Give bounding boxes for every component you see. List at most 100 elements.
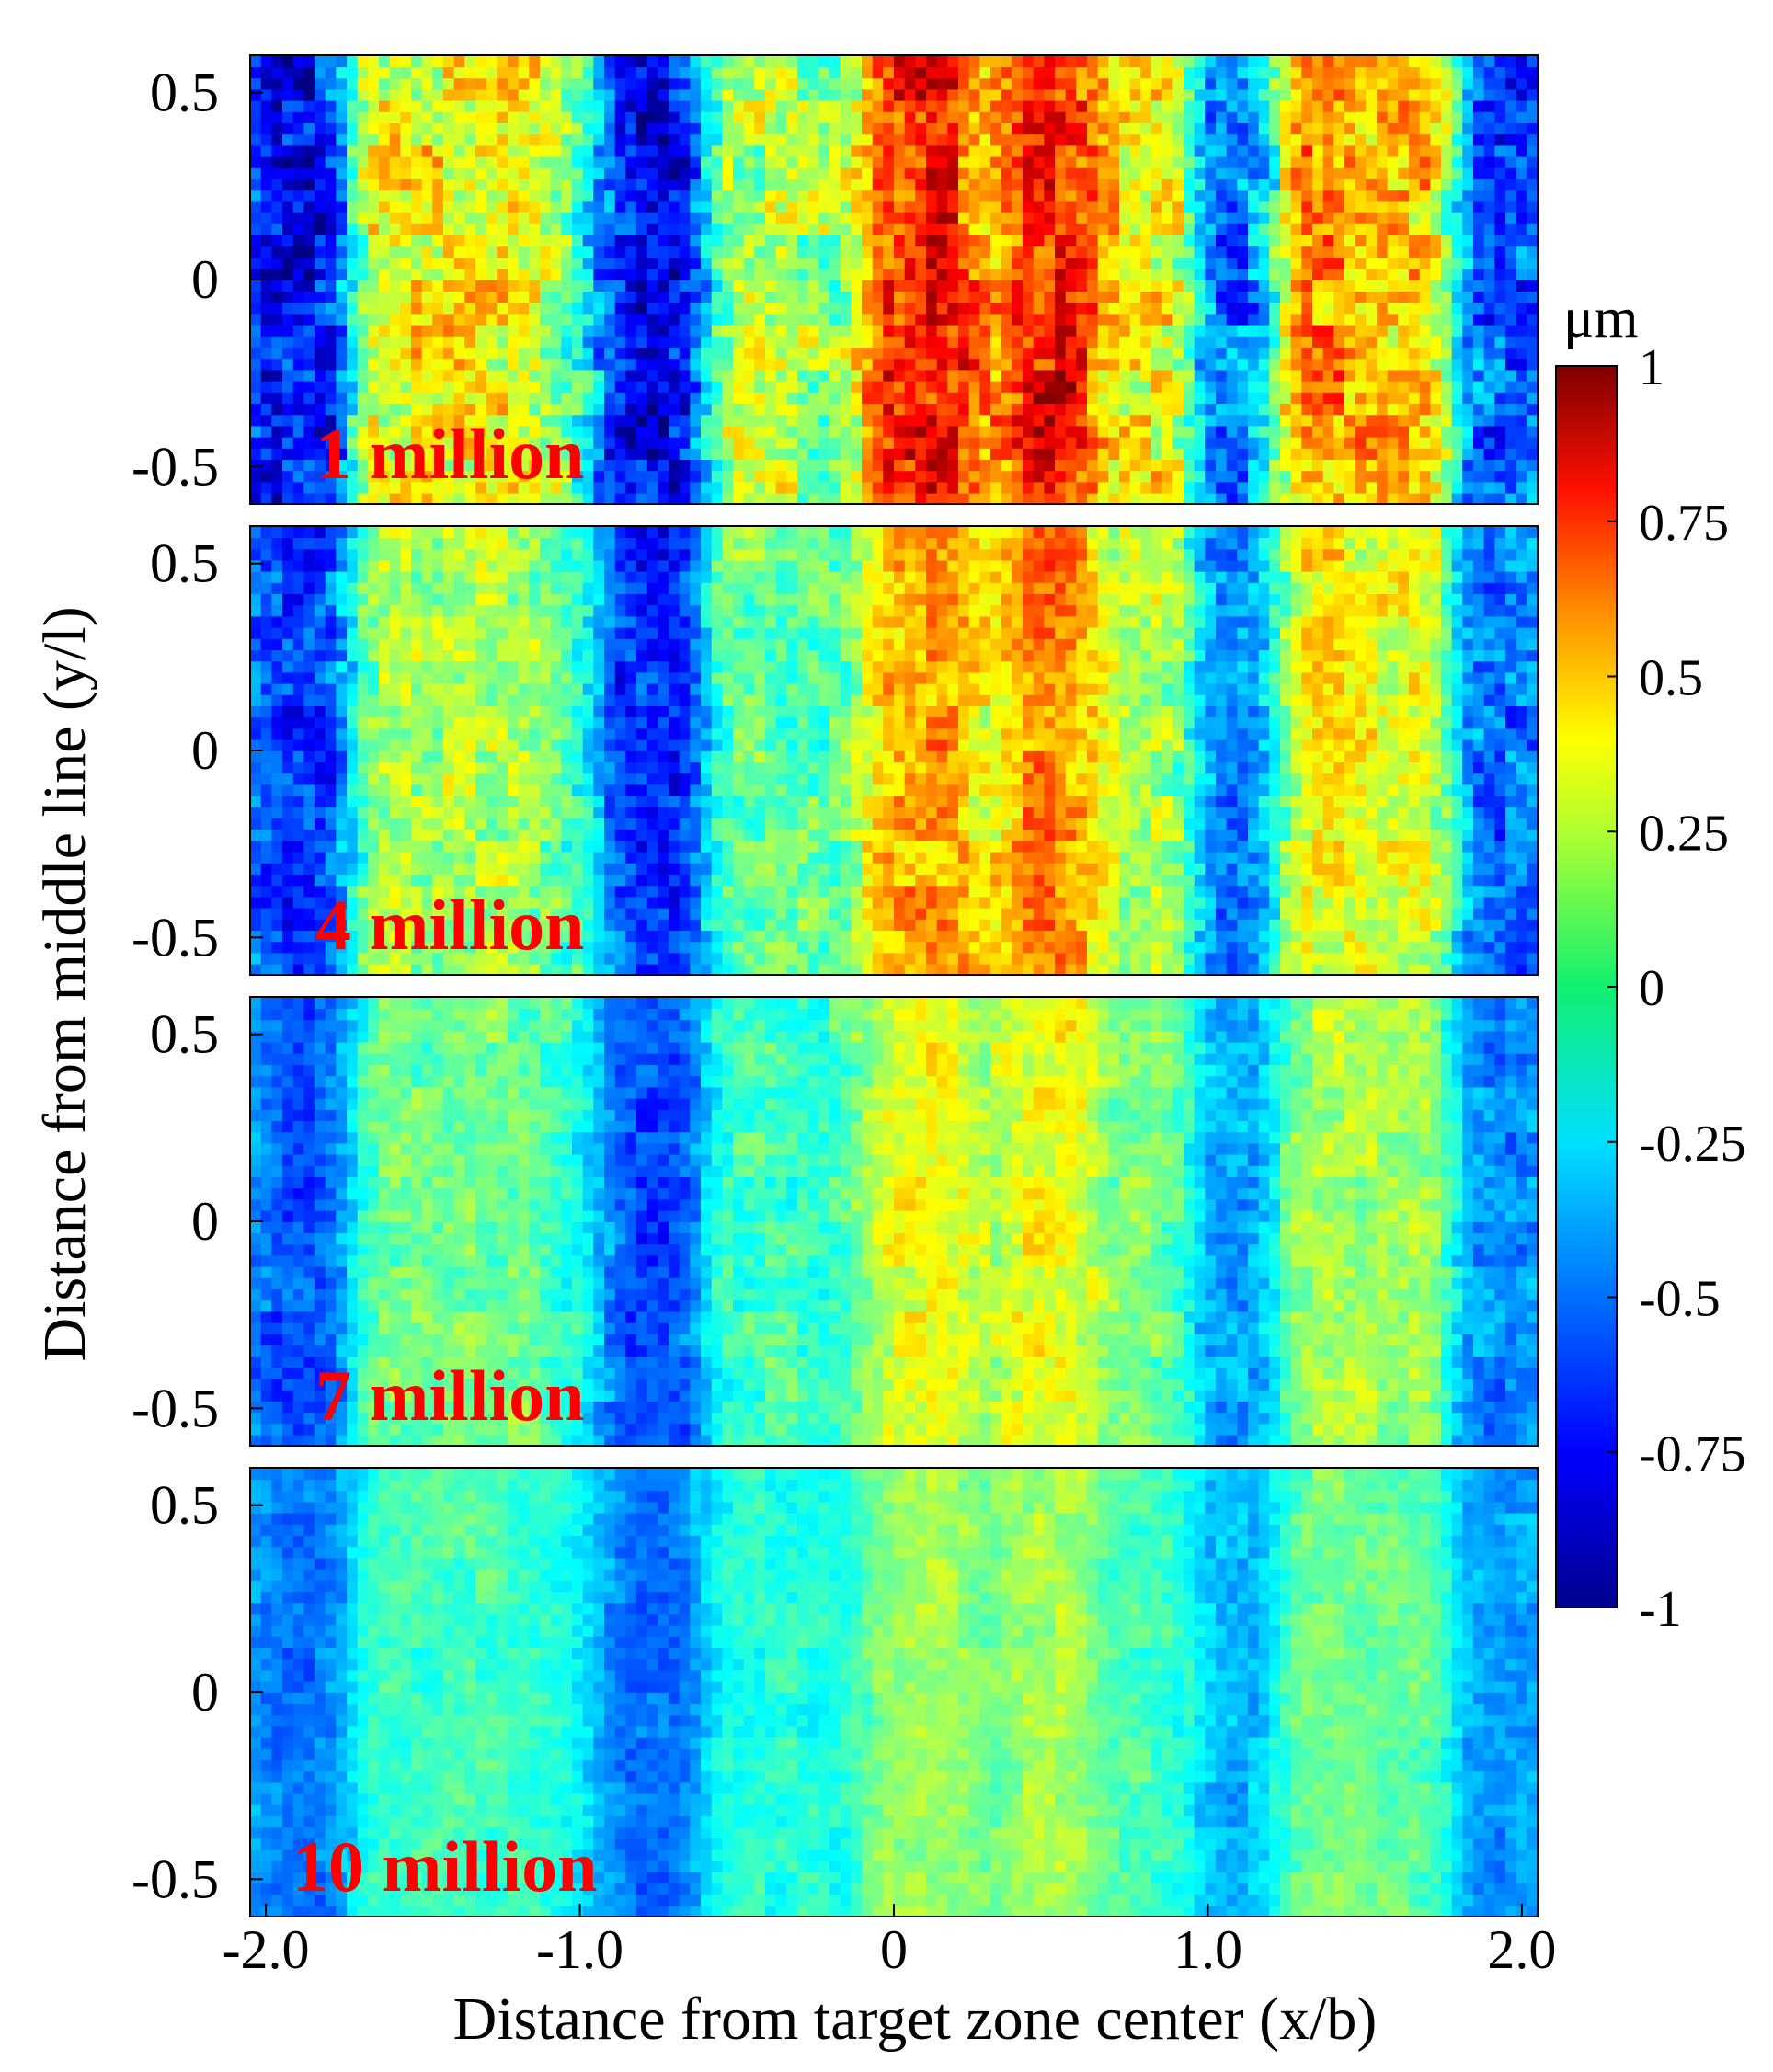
heatmap-cell — [1258, 200, 1271, 213]
heatmap-cell — [1151, 200, 1163, 213]
heatmap-cell — [336, 88, 348, 101]
heatmap-cell — [1462, 257, 1474, 269]
heatmap-cell — [915, 189, 927, 202]
heatmap-cell — [389, 448, 402, 460]
heatmap-cell — [271, 863, 283, 875]
heatmap-cell — [807, 167, 820, 179]
heatmap-cell — [915, 133, 927, 146]
heatmap-cell — [1248, 99, 1260, 112]
heatmap-cell — [625, 436, 637, 449]
heatmap-cell — [690, 313, 702, 326]
heatmap-cell — [1527, 155, 1538, 168]
heatmap-cell — [968, 200, 981, 213]
heatmap-cell — [379, 336, 391, 348]
heatmap-cell — [690, 414, 702, 427]
heatmap-cell — [968, 223, 981, 235]
heatmap-cell — [1516, 111, 1528, 123]
heatmap-cell — [1248, 425, 1260, 438]
heatmap-cell — [1473, 257, 1485, 269]
heatmap-cell — [711, 246, 724, 258]
heatmap-cell — [979, 358, 991, 371]
heatmap-cell — [540, 414, 552, 427]
heatmap-cell — [582, 369, 595, 382]
heatmap-cell — [1151, 492, 1163, 504]
heatmap-cell — [518, 178, 531, 191]
heatmap-cell — [658, 88, 669, 101]
heatmap-cell — [1172, 459, 1184, 472]
heatmap-cell — [336, 212, 348, 224]
heatmap-cell — [1087, 200, 1099, 213]
heatmap-cell — [1012, 200, 1024, 213]
heatmap-cell — [1527, 403, 1538, 416]
heatmap-cell — [818, 481, 830, 494]
heatmap-cell — [368, 358, 380, 371]
heatmap-cell — [250, 200, 262, 213]
heatmap-cell — [743, 178, 756, 191]
heatmap-cell — [1494, 111, 1506, 123]
heatmap-cell — [1119, 55, 1131, 67]
heatmap-cell — [690, 155, 702, 168]
heatmap-cell — [1012, 246, 1024, 258]
heatmap-cell — [1044, 212, 1056, 224]
heatmap-cell — [475, 436, 487, 449]
heatmap-cell — [421, 313, 434, 326]
heatmap-cell — [1409, 257, 1421, 269]
heatmap-cell — [475, 200, 487, 213]
heatmap-cell — [1237, 257, 1249, 269]
heatmap-cell — [1462, 200, 1474, 213]
heatmap-cell — [851, 392, 863, 404]
heatmap-cell — [1023, 280, 1035, 292]
heatmap-cell — [614, 133, 627, 146]
heatmap-cell — [421, 369, 434, 382]
heatmap-cell — [347, 88, 359, 101]
heatmap-cell — [1505, 200, 1517, 213]
heatmap-cell — [1494, 88, 1506, 101]
heatmap-cell — [1441, 133, 1453, 146]
heatmap-cell — [862, 324, 874, 337]
heatmap-cell — [518, 291, 531, 303]
heatmap-cell — [497, 414, 509, 427]
heatmap-cell — [379, 291, 391, 303]
heatmap-cell — [1419, 414, 1432, 427]
heatmap-cell — [368, 257, 380, 269]
heatmap-cell — [625, 313, 637, 326]
heatmap-cell — [1055, 189, 1067, 202]
heatmap-cell — [1172, 313, 1184, 326]
heatmap-cell — [1151, 369, 1163, 382]
heatmap-cell — [904, 414, 917, 427]
heatmap-cell — [1055, 336, 1067, 348]
heatmap-cell — [1377, 436, 1389, 449]
heatmap-cell — [529, 77, 541, 90]
heatmap-cell — [1055, 414, 1067, 427]
heatmap-cell — [1172, 212, 1184, 224]
heatmap-cell — [851, 403, 863, 416]
heatmap-cell — [690, 122, 702, 135]
heatmap-cell — [1409, 88, 1421, 101]
heatmap-cell — [775, 257, 788, 269]
heatmap-cell — [282, 795, 294, 807]
heatmap-cell — [1355, 268, 1367, 280]
heatmap-cell — [669, 414, 681, 427]
heatmap-cell — [250, 582, 262, 594]
heatmap-cell — [797, 347, 809, 360]
heatmap-cell — [840, 459, 852, 472]
heatmap-cell — [336, 246, 348, 258]
heatmap-cell — [464, 291, 476, 303]
heatmap-cell — [1441, 448, 1453, 460]
heatmap-cell — [1377, 268, 1389, 280]
heatmap-cell — [1516, 492, 1528, 504]
heatmap-cell — [1237, 313, 1249, 326]
heatmap-cell — [1065, 122, 1078, 135]
heatmap-cell — [1462, 459, 1474, 472]
heatmap-cell — [1248, 448, 1260, 460]
heatmap-cell — [250, 738, 262, 751]
heatmap-cell — [775, 291, 788, 303]
heatmap-cell — [926, 302, 938, 315]
heatmap-cell — [829, 246, 841, 258]
heatmap-cell — [432, 324, 444, 337]
heatmap-cell — [1258, 257, 1271, 269]
heatmap-cell — [550, 144, 563, 157]
heatmap-cell — [786, 77, 798, 90]
heatmap-cell — [282, 212, 294, 224]
heatmap-cell — [1409, 99, 1421, 112]
